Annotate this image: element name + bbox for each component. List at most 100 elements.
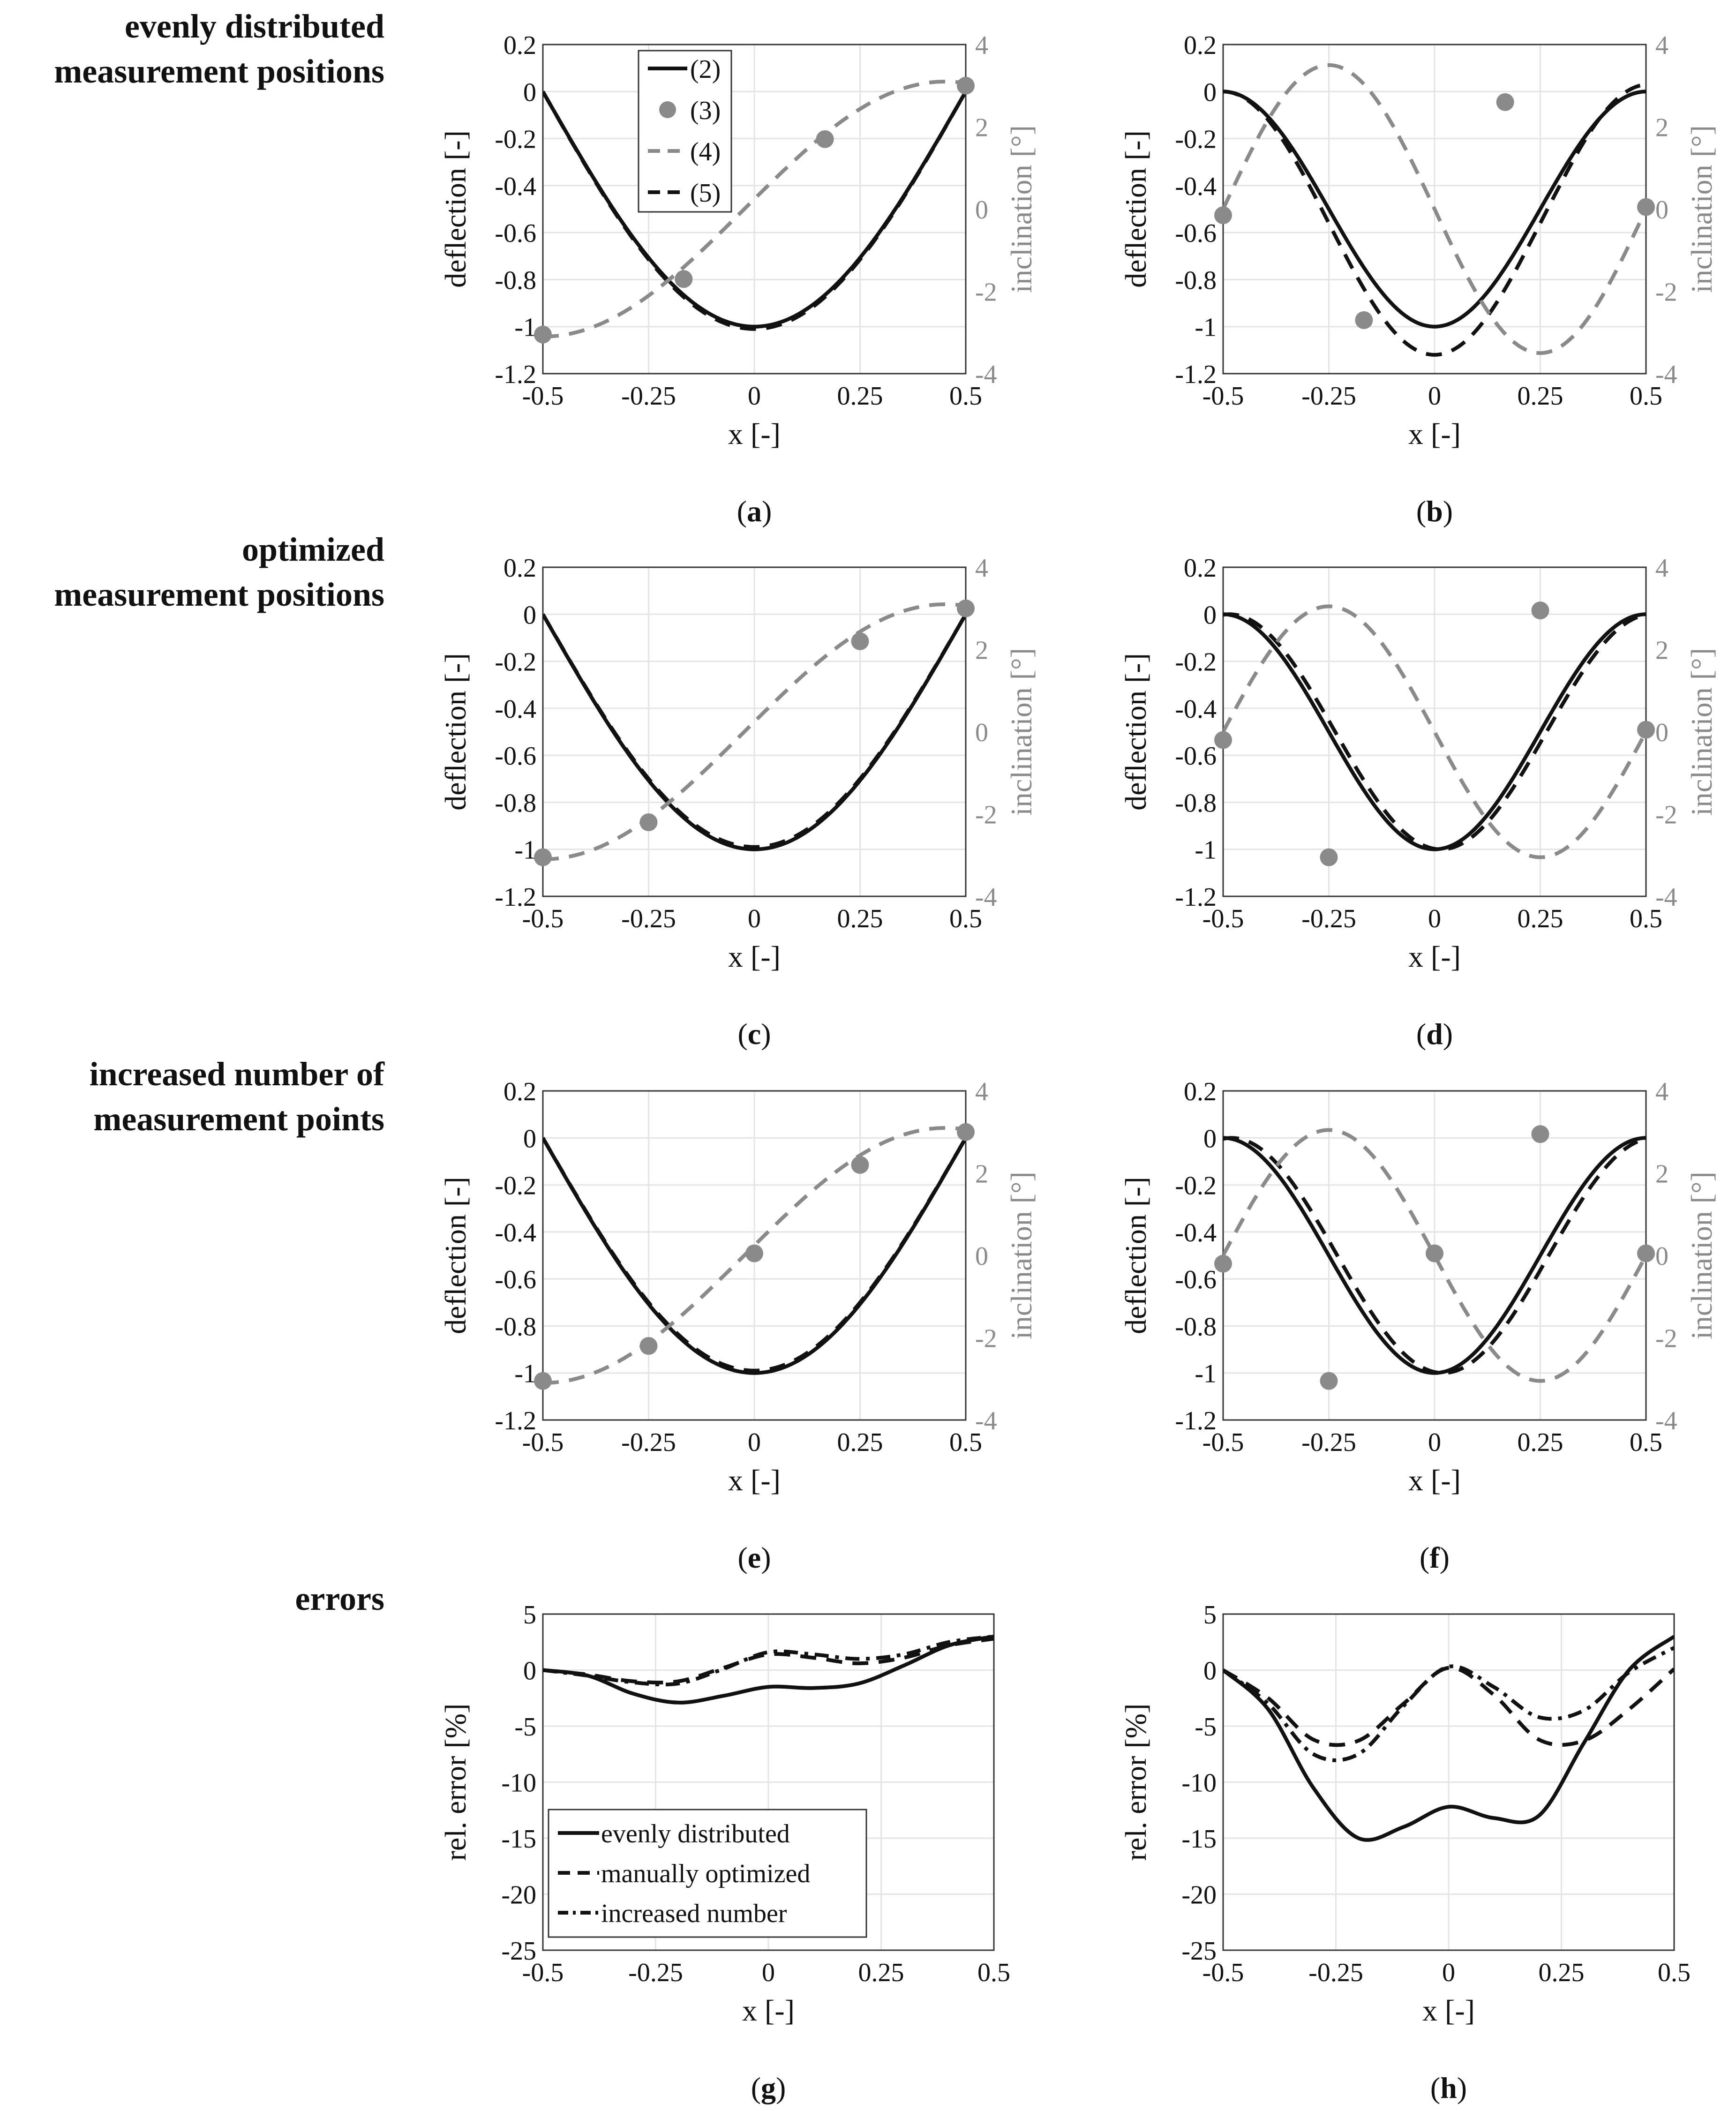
series-group-a [543,80,966,338]
ylabel-b: deflection [-] [1119,130,1152,288]
y2tick-label-c-2: 0 [975,718,988,747]
series-group-g [543,1634,994,1705]
xtick-label-g-1: -0.25 [628,1958,683,1987]
caption-b: (b) [1416,495,1453,528]
y2tick-label-d-3: 2 [1655,636,1668,665]
panels: -0.5 -0.25 0 0.25 0.5-1.2-1-0.8-0.6-0.4-0.20… [439,31,1718,2104]
y2label-e: inclination [°] [1005,1172,1038,1339]
legend-label-g-0: evenly distributed [601,1819,790,1848]
xtick-label-b-2: 0 [1428,382,1441,411]
ytick-label-e-4: -0.4 [495,1218,536,1247]
y2tick-label-b-3: 2 [1655,113,1668,143]
y2label-b: inclination [°] [1685,125,1718,293]
ylabel-a: deflection [-] [439,130,472,288]
caption-a: (a) [737,495,772,528]
xtick-label-e-4: 0.5 [949,1428,982,1457]
series-b-2 [1223,63,1646,355]
series-h-1 [1223,1666,1674,1747]
ytick-label-f-6: 0 [1203,1124,1217,1153]
xlabel-g: x [-] [742,1994,795,2027]
ytick-label-f-0: -1.2 [1175,1406,1217,1435]
xtick-label-c-2: 0 [748,904,761,933]
ytick-label-g-6: 5 [523,1600,536,1630]
ytick-label-a-4: -0.4 [495,172,536,201]
ytick-label-e-1: -1 [514,1360,536,1389]
marker-f-3 [1531,1125,1549,1143]
series-group-d [1223,604,1646,859]
ytick-label-g-2: -15 [501,1825,536,1854]
y2tick-label-d-1: -2 [1655,801,1677,830]
ytick-label-a-3: -0.6 [495,219,536,248]
xlabel-d: x [-] [1408,940,1461,973]
xtick-label-b-4: 0.5 [1630,382,1662,411]
marker-b-0 [1214,206,1232,225]
y2tick-label-c-4: 4 [975,554,988,583]
ytick-label-g-4: -5 [514,1713,536,1742]
xtick-label-f-0: -0.5 [1202,1428,1244,1457]
series-b-1 [1223,83,1646,357]
xtick-label-g-0: -0.5 [522,1958,564,1987]
y2tick-label-b-4: 4 [1655,31,1668,60]
caption-g: (g) [751,2071,786,2104]
y2tick-label-b-0: -4 [1655,360,1677,389]
y2tick-label-e-1: -2 [975,1324,997,1353]
ytick-label-b-3: -0.6 [1175,219,1217,248]
series-b-0 [1223,90,1646,329]
marker-b-1 [1355,311,1373,329]
xtick-label-c-4: 0.5 [949,904,982,933]
ytick-label-h-5: 0 [1203,1657,1217,1686]
xtick-label-d-3: 0.25 [1518,904,1563,933]
marker-c-1 [639,813,658,832]
ylabel-f: deflection [-] [1119,1177,1152,1334]
marker-f-0 [1214,1255,1232,1273]
axes-frame-h [1222,1613,1675,1951]
marker-d-3 [1637,721,1655,739]
row-label-evenly-line1: evenly distributed [125,8,384,45]
y2tick-label-c-1: -2 [975,801,997,830]
legend-marker-a-1 [659,101,676,118]
ytick-label-d-2: -0.8 [1175,789,1217,818]
axes-frame-g [542,1613,995,1951]
legend-label-g-2: increased number [601,1899,787,1928]
ytick-label-e-6: 0 [523,1124,536,1153]
panel-b: -0.5 -0.25 0 0.25 0.5 -1.2 -1 -0.8 -0.6 -0.4 -0.2 0… [1119,31,1718,528]
series-h-2 [1223,1646,1674,1762]
axes-frame-a [542,44,967,375]
marker-e-1 [639,1337,658,1355]
xlabel-b: x [-] [1408,417,1461,451]
y2tick-label-c-0: -4 [975,883,997,912]
xtick-label-h-2: 0 [1442,1958,1455,1987]
marker-d-0 [1214,731,1232,749]
legend-label-a-0: (2) [690,55,721,84]
y2label-a: inclination [°] [1005,125,1038,293]
ylabel-e: deflection [-] [439,1177,472,1334]
y2tick-label-d-2: 0 [1655,718,1668,747]
axes-frame-e [542,1090,967,1421]
series-f-1 [1223,1136,1646,1375]
xlabel-f: x [-] [1408,1464,1461,1497]
y2tick-label-b-1: -2 [1655,278,1677,307]
row-label-increased-line1: increased number of [90,1055,385,1093]
xtick-label-c-1: -0.25 [621,904,676,933]
row-label-increased-line2: measurement points [93,1100,384,1138]
xtick-label-b-1: -0.25 [1301,382,1356,411]
ytick-label-b-6: 0 [1203,78,1217,107]
ytick-label-d-0: -1.2 [1175,883,1217,912]
axes-frame-c [542,566,967,897]
ytick-label-e-3: -0.6 [495,1265,536,1294]
caption-d: (d) [1416,1017,1453,1051]
ytick-label-a-5: -0.2 [495,125,536,154]
caption-e: (e) [737,1541,771,1574]
ytick-label-d-5: -0.2 [1175,648,1217,677]
y2tick-label-e-4: 4 [975,1077,988,1106]
ytick-label-d-7: 0.2 [1184,554,1217,583]
xlabel-c: x [-] [728,940,781,973]
xtick-label-e-1: -0.25 [621,1428,676,1457]
ytick-label-c-3: -0.6 [495,742,536,771]
marker-b-2 [1496,93,1514,111]
series-group-h [1223,1635,1674,1842]
caption-f: (f) [1420,1541,1450,1574]
series-group-e [543,1126,966,1385]
y2tick-label-e-0: -4 [975,1406,997,1435]
xtick-label-d-4: 0.5 [1630,904,1662,933]
